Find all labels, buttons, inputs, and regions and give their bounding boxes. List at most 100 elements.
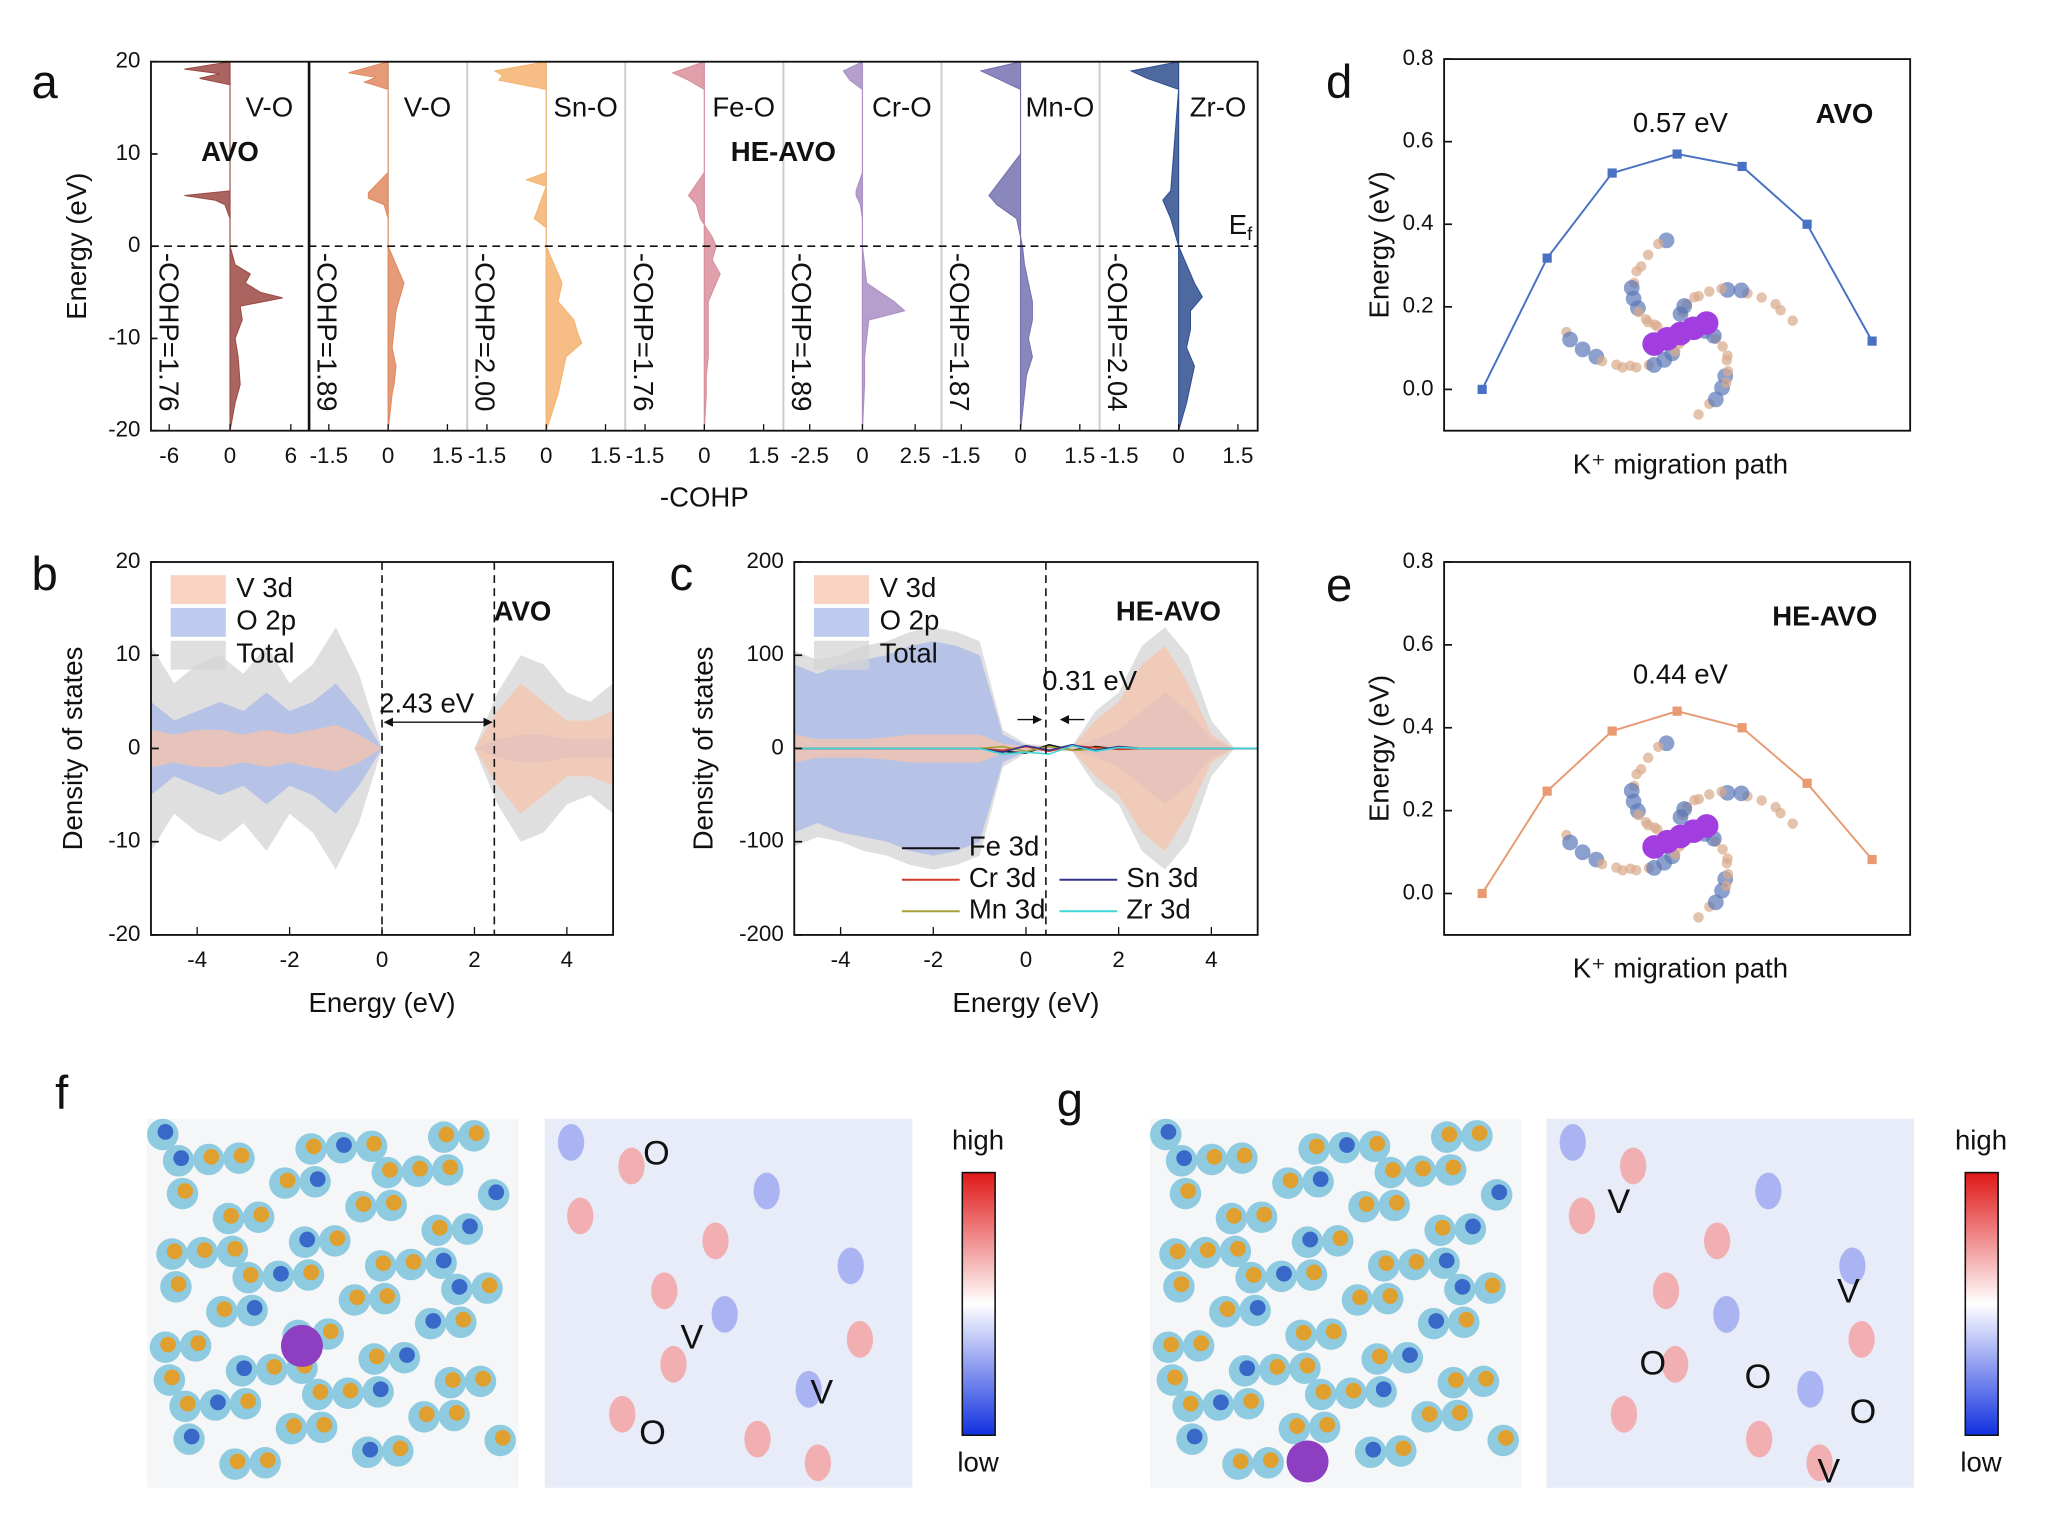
atom xyxy=(1232,1453,1249,1470)
x-tick-label: 0 xyxy=(376,947,388,972)
point xyxy=(1477,384,1487,395)
y-tick-label: 10 xyxy=(116,641,141,666)
atom xyxy=(246,1299,263,1316)
charge-spot xyxy=(609,1395,636,1433)
x-tick-label: -1.5 xyxy=(942,443,980,468)
x-tick-label: -2 xyxy=(280,947,300,972)
atom xyxy=(462,1218,478,1235)
atom xyxy=(1256,1206,1273,1223)
atom xyxy=(266,1359,283,1375)
y-tick-label: 200 xyxy=(747,548,784,573)
atom xyxy=(190,1335,207,1352)
colorbar xyxy=(961,1171,996,1437)
inset-atom xyxy=(1756,795,1767,806)
atom xyxy=(1345,1382,1362,1399)
atom xyxy=(1276,1265,1292,1282)
atom xyxy=(1243,1393,1259,1409)
group-label: HE-AVO xyxy=(731,136,836,167)
colorbar-high: high xyxy=(952,1125,1004,1156)
atom xyxy=(227,1240,243,1257)
inset-atom xyxy=(1721,880,1732,891)
charge-spot xyxy=(618,1147,645,1185)
panel-letter: a xyxy=(32,56,59,109)
atom xyxy=(1388,1194,1405,1211)
atom xyxy=(240,1393,256,1409)
x-axis-label: -COHP xyxy=(660,481,749,512)
atom xyxy=(1434,1219,1451,1236)
x-tick-label: 0 xyxy=(698,443,710,468)
inset-atom xyxy=(1722,365,1734,377)
atom xyxy=(1382,1288,1399,1304)
inset-atom xyxy=(1707,894,1724,911)
atom xyxy=(236,1360,253,1377)
charge-spot xyxy=(1559,1124,1586,1161)
x-tick-label: 1.5 xyxy=(1222,443,1253,468)
atom xyxy=(1358,1196,1375,1212)
atom-label: O xyxy=(1745,1358,1772,1396)
x-tick-label: 0 xyxy=(856,443,868,468)
x-tick-label: 2 xyxy=(468,947,480,972)
atom xyxy=(1465,1218,1481,1235)
icohp-label: -COHP=1.89 xyxy=(786,253,817,412)
x-tick-label: 4 xyxy=(561,947,573,972)
atom xyxy=(1497,1429,1514,1446)
atom xyxy=(405,1254,422,1270)
icohp-label: -COHP=1.87 xyxy=(944,253,975,412)
charge-spot xyxy=(1652,1272,1680,1310)
atom xyxy=(1245,1267,1262,1283)
atom xyxy=(259,1452,276,1469)
atom xyxy=(1471,1125,1488,1142)
inset-atom xyxy=(1642,752,1654,764)
charge-spot xyxy=(651,1272,678,1310)
y-tick-label: 0.0 xyxy=(1403,879,1434,904)
atom-label: V xyxy=(1837,1272,1860,1310)
atom xyxy=(1339,1137,1355,1153)
atom xyxy=(1315,1384,1332,1400)
atom xyxy=(1458,1311,1475,1328)
plot-frame xyxy=(1443,561,1912,936)
inset-atom xyxy=(1617,865,1628,876)
atom xyxy=(1402,1347,1418,1363)
bond-label: Sn-O xyxy=(553,91,617,122)
inset-atom xyxy=(1770,298,1781,310)
x-tick-label: 1.5 xyxy=(432,443,463,468)
x-tick-label: -1.5 xyxy=(468,443,506,468)
point xyxy=(1607,168,1617,178)
cohp-area xyxy=(671,60,721,431)
atom xyxy=(203,1148,220,1165)
atom xyxy=(1219,1301,1236,1318)
atom xyxy=(1167,1369,1183,1386)
y-tick-label: -20 xyxy=(108,417,140,442)
x-tick-label: 1.5 xyxy=(748,443,779,468)
x-tick-label: 2.5 xyxy=(900,443,931,468)
atom xyxy=(279,1172,296,1189)
atom xyxy=(170,1276,187,1293)
atom xyxy=(223,1208,239,1224)
point xyxy=(1802,778,1812,788)
y-tick-label: 0.6 xyxy=(1403,128,1434,153)
charge-spot xyxy=(744,1420,771,1458)
legend-label: O 2p xyxy=(880,605,940,636)
group-label: AVO xyxy=(201,136,259,167)
bond-label: V-O xyxy=(246,91,293,122)
dos-area-up xyxy=(150,683,614,749)
atom xyxy=(216,1301,233,1318)
charge-spot xyxy=(1746,1420,1773,1458)
atom xyxy=(392,1440,409,1457)
atom xyxy=(157,1124,174,1140)
atom xyxy=(1226,1208,1242,1224)
atom xyxy=(1445,1159,1462,1176)
legend-swatch xyxy=(170,607,226,637)
gap-label: 2.43 eV xyxy=(379,687,475,718)
atom xyxy=(1249,1299,1266,1316)
inset-atom xyxy=(1562,331,1578,348)
inset-atom xyxy=(1733,282,1750,299)
atom xyxy=(1182,1395,1199,1412)
y-tick-label: 0 xyxy=(128,232,140,257)
atom xyxy=(1332,1230,1349,1247)
atom xyxy=(442,1159,459,1176)
atom xyxy=(1239,1360,1256,1377)
inset-atom xyxy=(1689,794,1700,806)
point xyxy=(1802,219,1812,229)
inset-atom xyxy=(1642,819,1654,831)
